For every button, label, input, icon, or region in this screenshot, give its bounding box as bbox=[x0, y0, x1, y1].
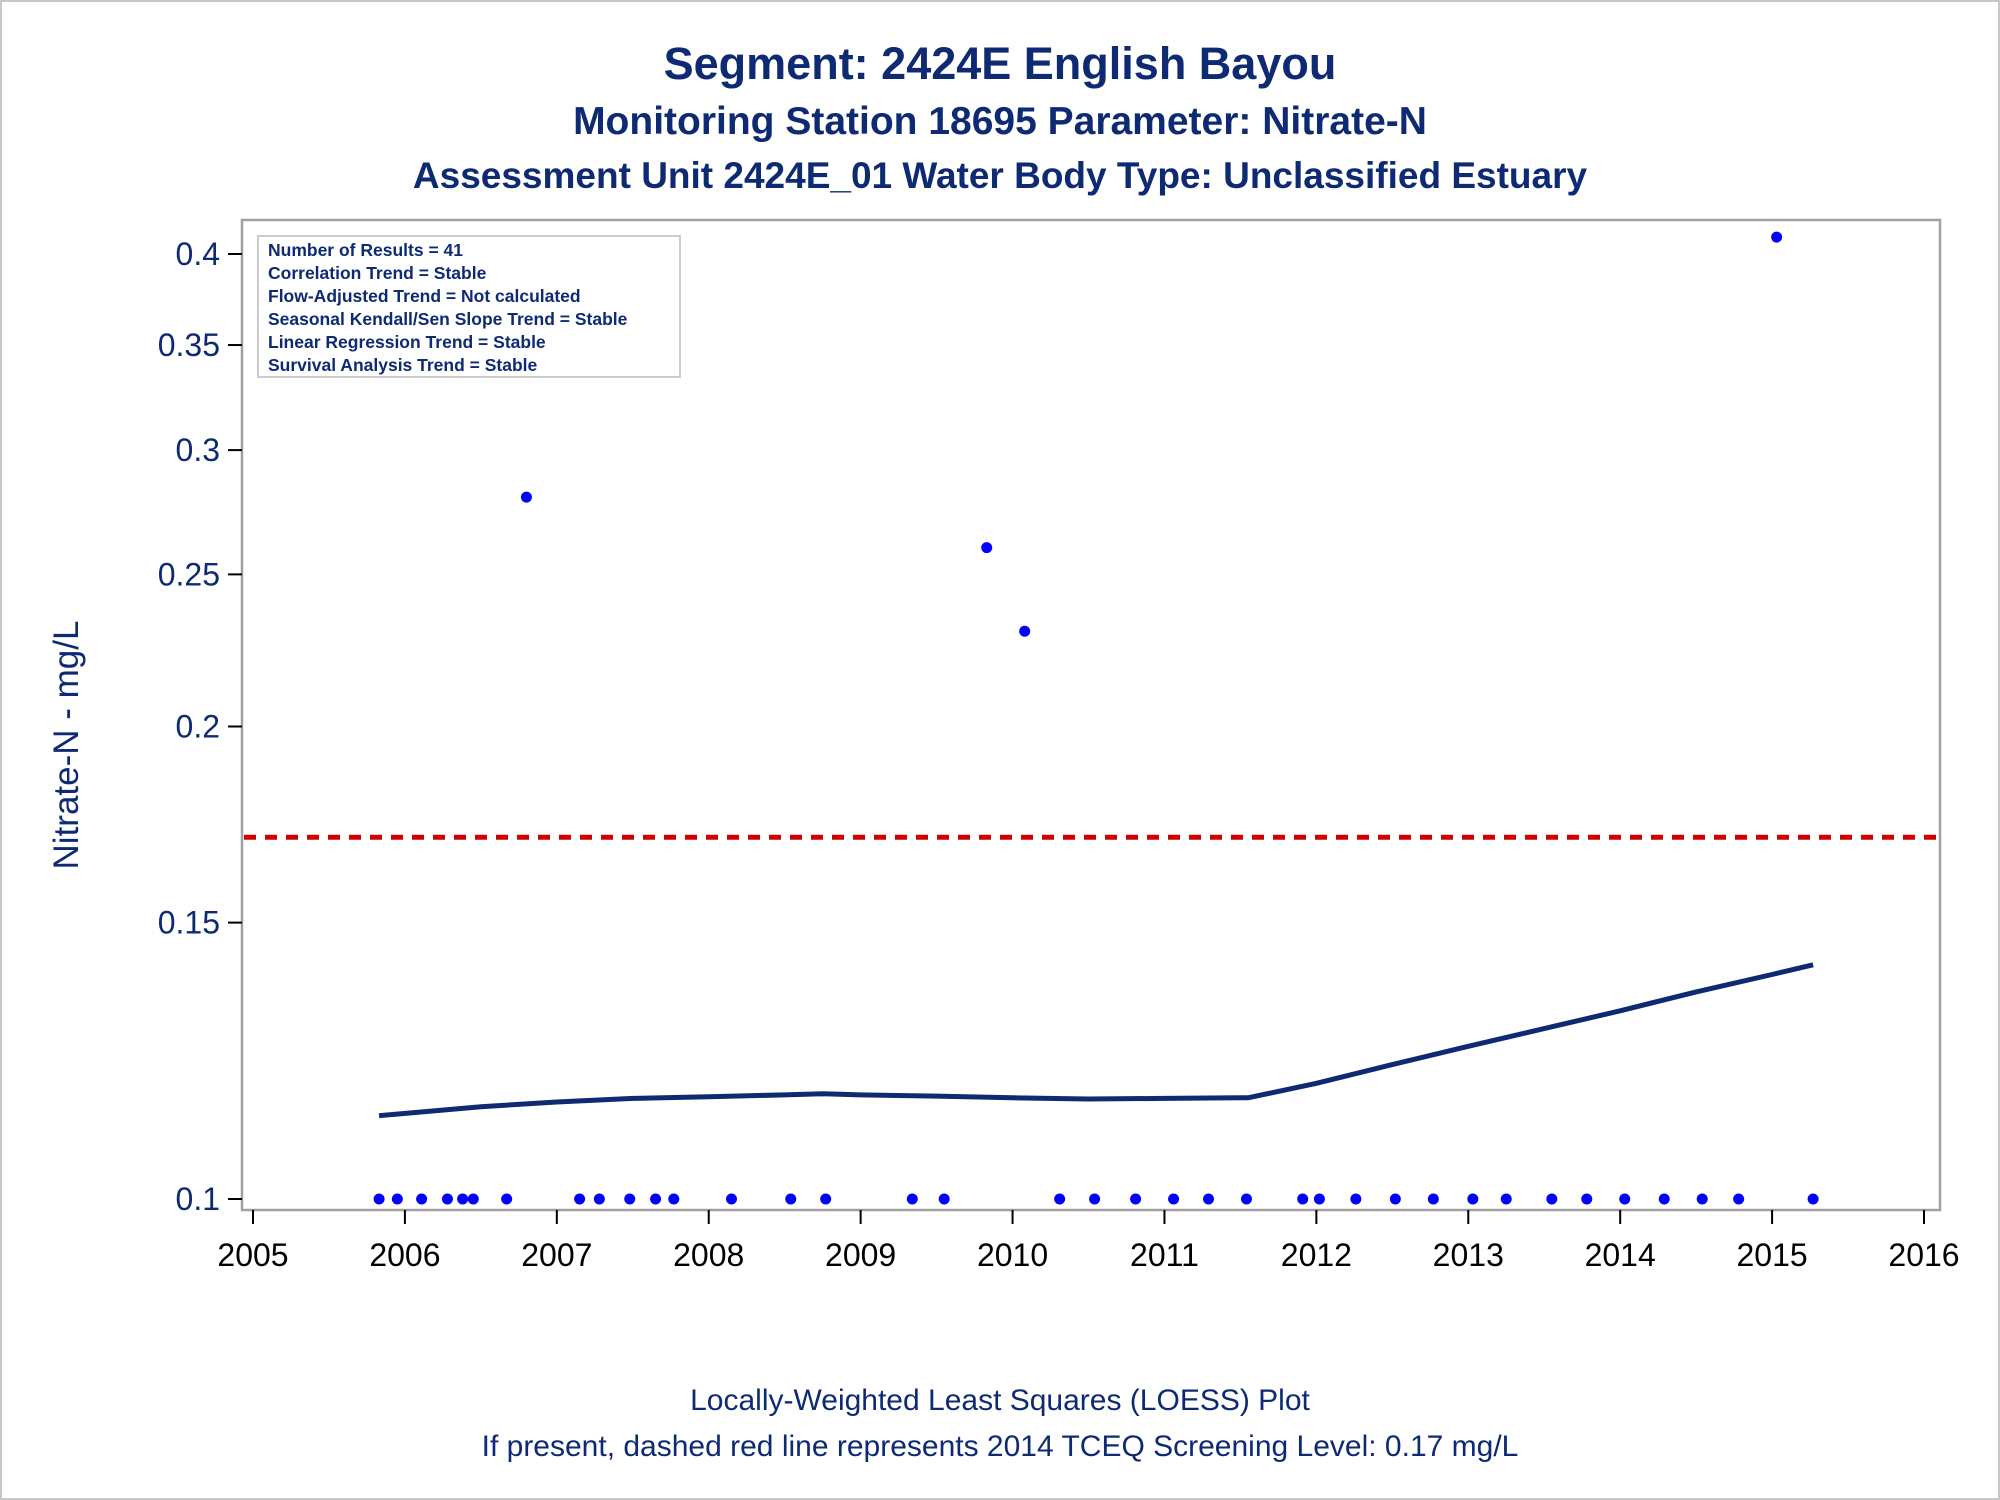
x-tick-label: 2005 bbox=[217, 1237, 288, 1273]
data-point bbox=[593, 1193, 605, 1205]
data-point bbox=[441, 1193, 453, 1205]
data-point bbox=[1546, 1193, 1558, 1205]
data-point bbox=[981, 542, 993, 554]
x-tick-label: 2016 bbox=[1888, 1237, 1959, 1273]
data-point bbox=[1313, 1193, 1325, 1205]
x-tick-label: 2015 bbox=[1736, 1237, 1807, 1273]
data-point bbox=[1240, 1193, 1252, 1205]
y-tick-label: 0.1 bbox=[176, 1181, 220, 1217]
y-tick-label: 0.2 bbox=[176, 709, 220, 745]
data-points bbox=[373, 231, 1819, 1205]
y-tick-label: 0.25 bbox=[158, 556, 220, 592]
x-tick-label: 2013 bbox=[1433, 1237, 1504, 1273]
data-point bbox=[1427, 1193, 1439, 1205]
x-tick-label: 2011 bbox=[1130, 1237, 1199, 1273]
data-point bbox=[650, 1193, 662, 1205]
stats-box-frame bbox=[257, 235, 681, 378]
y-tick-label: 0.3 bbox=[176, 432, 220, 468]
data-point bbox=[668, 1193, 680, 1205]
data-point bbox=[1696, 1193, 1708, 1205]
data-point bbox=[1168, 1193, 1180, 1205]
chart-subtitle-assessment: Assessment Unit 2424E_01 Water Body Type… bbox=[412, 155, 1588, 196]
y-tick-label: 0.4 bbox=[176, 236, 220, 272]
y-axis-label: Nitrate-N - mg/L bbox=[47, 621, 86, 870]
chart-subtitle-station: Monitoring Station 18695 Parameter: Nitr… bbox=[573, 100, 1427, 143]
plot-area-frame bbox=[240, 218, 1942, 1212]
data-point bbox=[1089, 1193, 1101, 1205]
data-point bbox=[1467, 1193, 1479, 1205]
stat-survival-analysis-trend: Survival Analysis Trend = Stable bbox=[268, 355, 538, 375]
stat-linear-regression-trend: Linear Regression Trend = Stable bbox=[268, 332, 546, 352]
data-point bbox=[1733, 1193, 1745, 1205]
data-point bbox=[1297, 1193, 1309, 1205]
data-point bbox=[1581, 1193, 1593, 1205]
data-point bbox=[457, 1193, 469, 1205]
loess-layer bbox=[378, 962, 1814, 1119]
x-tick-label: 2006 bbox=[369, 1237, 440, 1273]
data-point bbox=[391, 1193, 403, 1205]
data-point bbox=[726, 1193, 738, 1205]
data-point bbox=[467, 1193, 479, 1205]
stat-correlation-trend: Correlation Trend = Stable bbox=[268, 263, 487, 283]
x-tick-label: 2008 bbox=[673, 1237, 744, 1273]
stat-flow-adjusted-trend: Flow-Adjusted Trend = Not calculated bbox=[268, 286, 581, 306]
data-point bbox=[1203, 1193, 1215, 1205]
stats-box: Number of Results = 41 Correlation Trend… bbox=[257, 235, 681, 378]
data-point bbox=[1807, 1193, 1819, 1205]
data-point bbox=[785, 1193, 797, 1205]
x-tick-label: 2009 bbox=[825, 1237, 896, 1273]
stat-seasonal-kendall-trend: Seasonal Kendall/Sen Slope Trend = Stabl… bbox=[268, 309, 628, 329]
chart-title: Segment: 2424E English Bayou bbox=[663, 38, 1337, 89]
data-point bbox=[501, 1193, 513, 1205]
footnote-loess: Locally-Weighted Least Squares (LOESS) P… bbox=[690, 1384, 1310, 1417]
data-point bbox=[574, 1193, 586, 1205]
data-point bbox=[1350, 1193, 1362, 1205]
y-tick-label: 0.15 bbox=[158, 905, 220, 941]
x-tick-label: 2012 bbox=[1281, 1237, 1352, 1273]
data-point bbox=[520, 491, 532, 503]
data-point bbox=[1771, 231, 1783, 243]
data-point bbox=[820, 1193, 832, 1205]
data-point bbox=[416, 1193, 428, 1205]
data-point bbox=[1130, 1193, 1142, 1205]
x-tick-label: 2007 bbox=[521, 1237, 592, 1273]
data-point bbox=[1054, 1193, 1066, 1205]
data-point bbox=[1619, 1193, 1631, 1205]
y-tick-label: 0.35 bbox=[158, 327, 220, 363]
data-point bbox=[1019, 625, 1031, 637]
stat-number-of-results: Number of Results = 41 bbox=[268, 240, 463, 260]
data-point bbox=[1658, 1193, 1670, 1205]
x-tick-label: 2014 bbox=[1585, 1237, 1656, 1273]
loess-line bbox=[378, 962, 1814, 1119]
data-point bbox=[373, 1193, 385, 1205]
data-point bbox=[906, 1193, 918, 1205]
data-point bbox=[1389, 1193, 1401, 1205]
data-point bbox=[938, 1193, 950, 1205]
axes: 0.1 0.15 0.2 0.25 0.3 0.35 0.4 2005 2006 2007 2008… bbox=[158, 218, 1960, 1273]
x-tick-label: 2010 bbox=[977, 1237, 1048, 1273]
footnote-screening-level: If present, dashed red line represents 2… bbox=[481, 1430, 1519, 1463]
data-point bbox=[1500, 1193, 1512, 1205]
data-point bbox=[624, 1193, 636, 1205]
